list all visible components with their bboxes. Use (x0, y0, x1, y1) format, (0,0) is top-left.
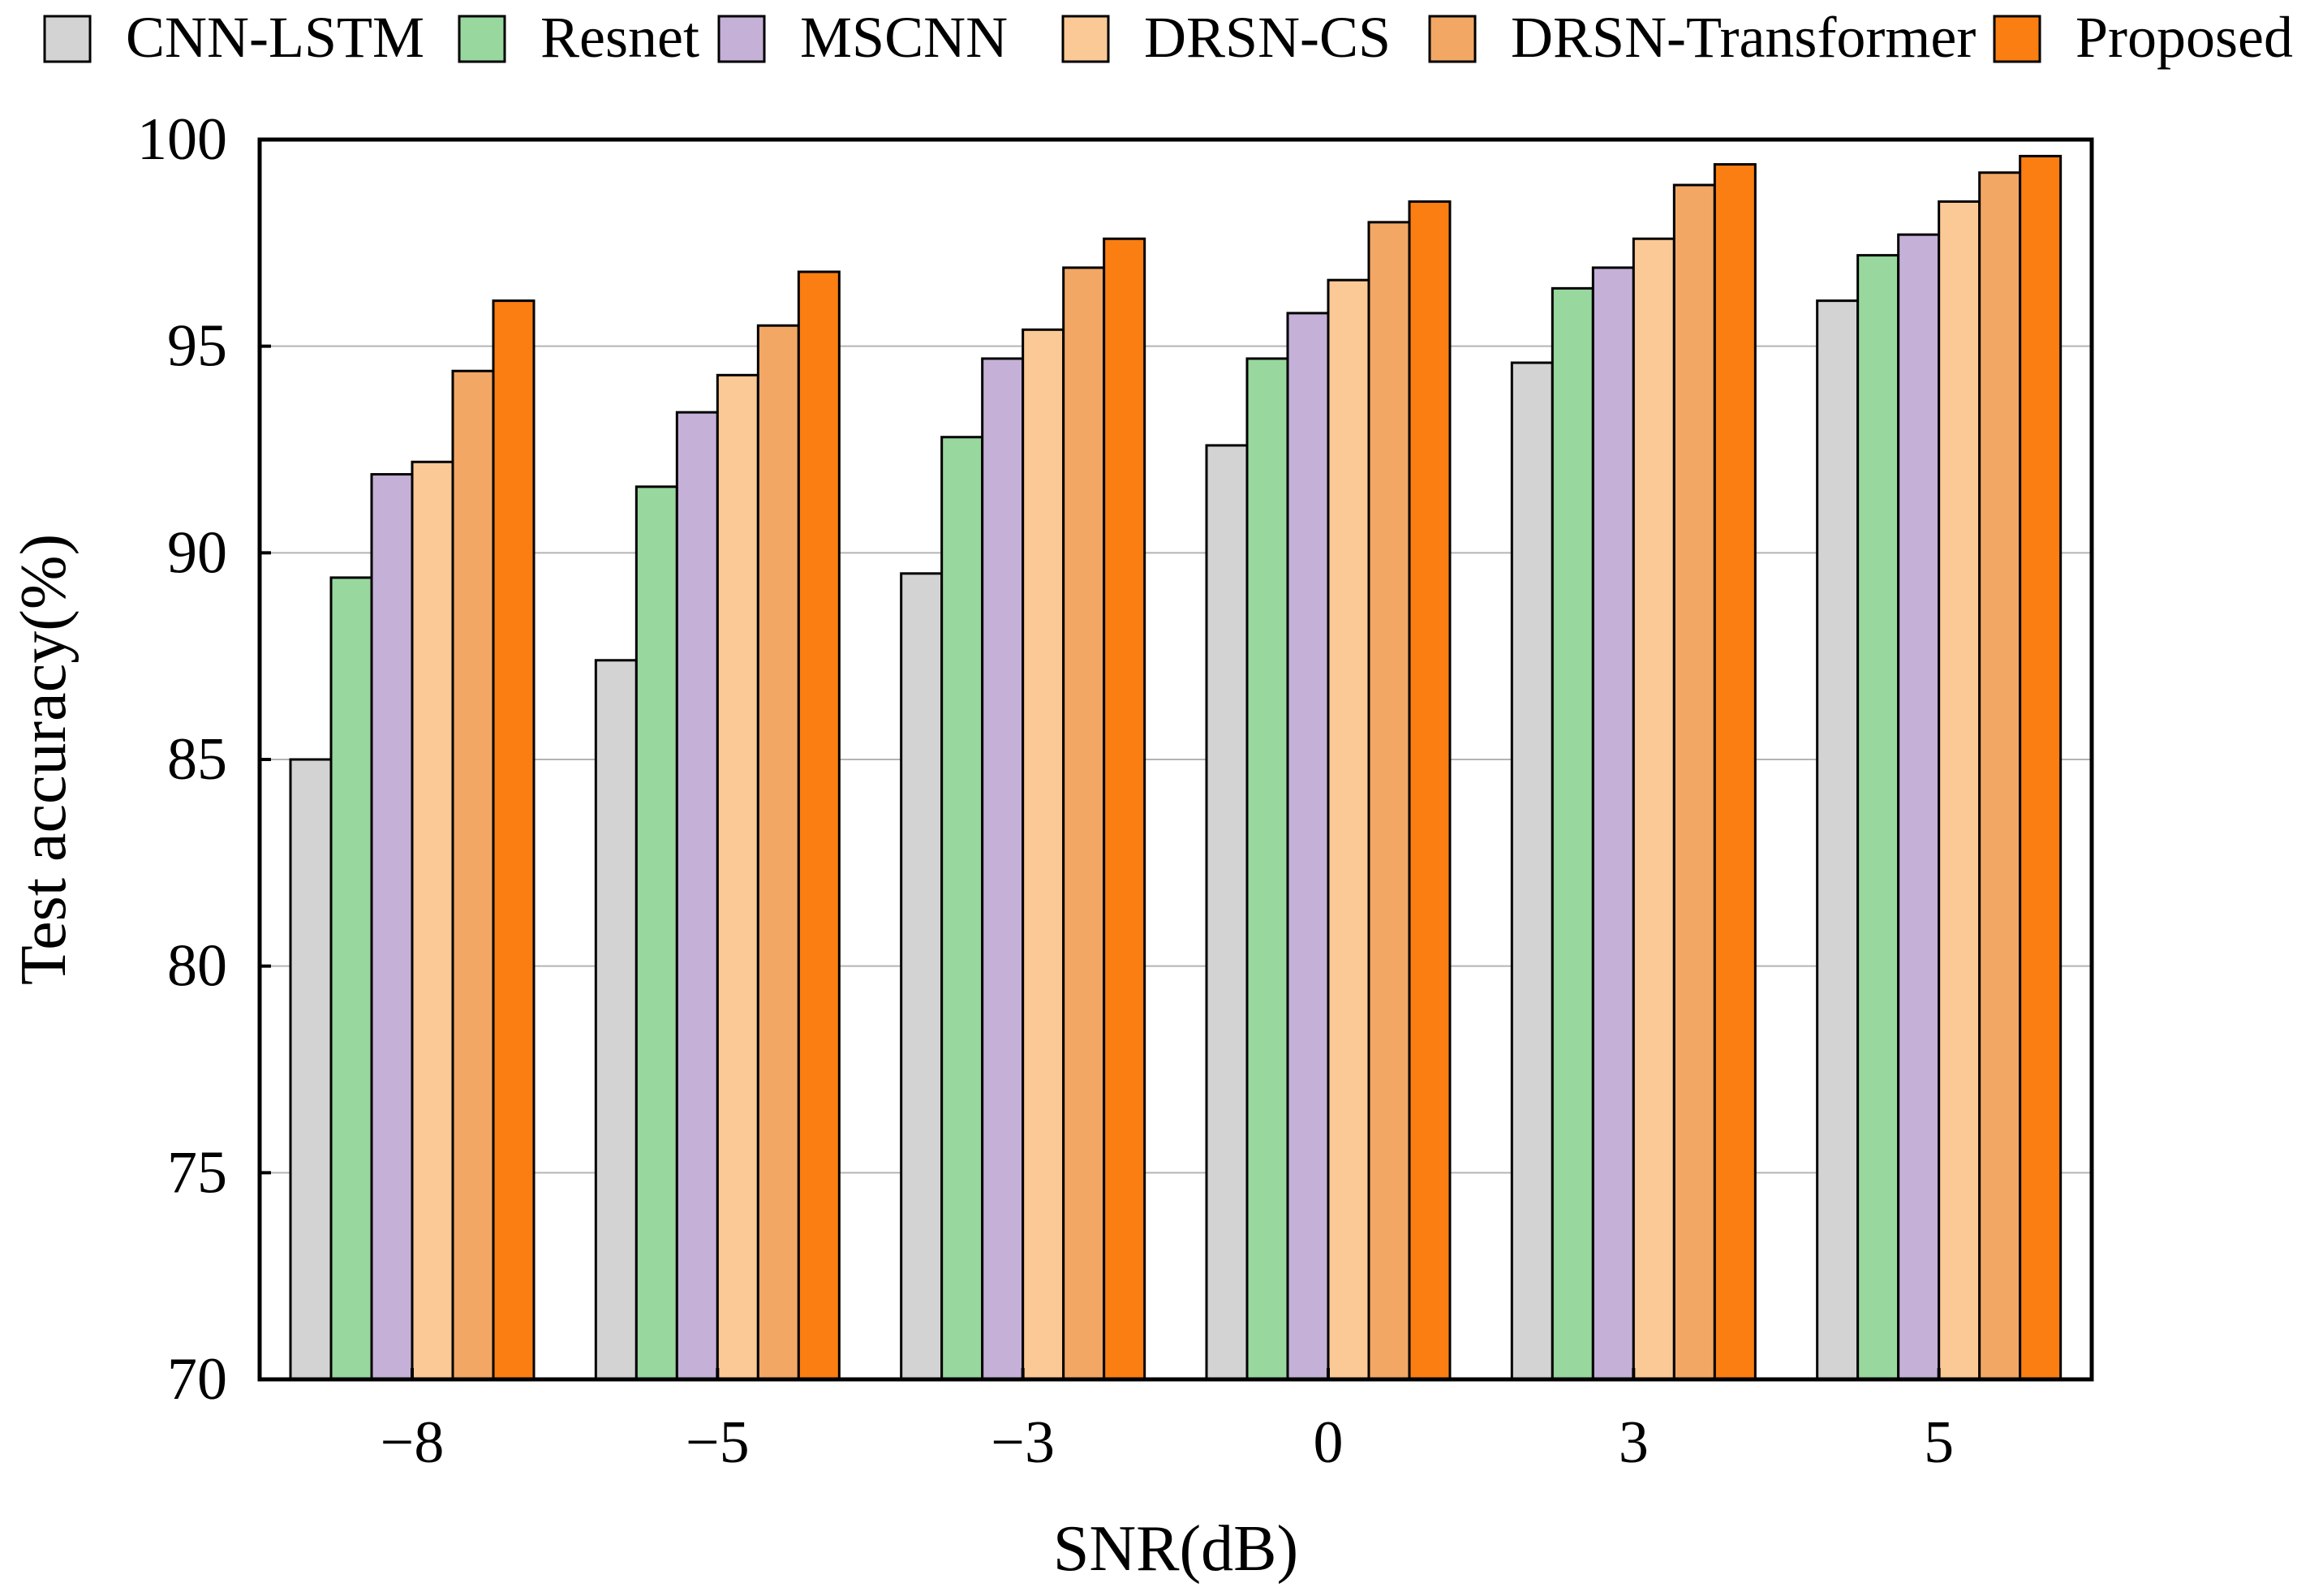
bar-mscnn (1591, 266, 1635, 1381)
y-axis-ticks: 70 75 80 85 90 95 100 (137, 106, 271, 1413)
bar-drsn-transformer (1062, 266, 1106, 1381)
bar-drsn-transformer (1978, 171, 2022, 1381)
legend-label: Proposed (2075, 5, 2293, 70)
bar-proposed (1408, 200, 1452, 1381)
x-tick-label: 0 (1314, 1409, 1344, 1476)
legend-item: CNN-LSTM (43, 5, 424, 70)
bar-drsn-transformer (756, 324, 800, 1381)
bar-cnn-lstm (1510, 361, 1554, 1381)
legend-label: MSCNN (800, 5, 1008, 70)
bar-drsn-cs (411, 460, 454, 1381)
legend-swatch (1993, 15, 2041, 63)
bar-resnet (1856, 254, 1900, 1381)
bar-proposed (492, 299, 536, 1381)
bar-drsn-transformer (1367, 221, 1411, 1381)
legend-item: DRSN-Transformer (1428, 5, 1976, 70)
bar-resnet (634, 485, 678, 1381)
legend-label: DRSN-CS (1144, 5, 1391, 70)
bar-drsn-cs (1022, 328, 1065, 1381)
bar-resnet (329, 576, 373, 1381)
legend-swatch (1061, 15, 1110, 63)
bar-resnet (1245, 357, 1289, 1381)
x-tick-label: 3 (1619, 1409, 1649, 1476)
x-tick-label: −3 (991, 1409, 1055, 1476)
bar-drsn-cs (716, 373, 759, 1381)
legend-swatch (458, 15, 506, 63)
bar-drsn-transformer (1672, 183, 1716, 1381)
bars (289, 154, 2063, 1381)
legend-swatch (717, 15, 766, 63)
bar-mscnn (370, 473, 414, 1381)
y-tick-label: 90 (167, 519, 227, 586)
bar-cnn-lstm (594, 659, 638, 1381)
bar-drsn-cs (1632, 237, 1675, 1381)
legend-item: MSCNN (717, 5, 1008, 70)
x-axis-ticks: −8 −5 −3 0 3 5 (381, 1368, 1954, 1476)
y-axis-title: Test accuracy(%) (8, 534, 80, 985)
bar-mscnn (1286, 312, 1330, 1381)
legend-item: DRSN-CS (1061, 5, 1391, 70)
x-tick-label: −5 (686, 1409, 750, 1476)
bar-mscnn (675, 411, 719, 1381)
x-axis-title: SNR(dB) (1053, 1513, 1298, 1585)
legend-label: Resnet (540, 5, 699, 70)
legend-swatch (43, 15, 92, 63)
y-tick-label: 100 (137, 106, 227, 173)
legend-label: CNN-LSTM (126, 5, 424, 70)
legend-item: Resnet (458, 5, 699, 70)
bar-cnn-lstm (289, 758, 333, 1381)
y-tick-label: 75 (167, 1139, 227, 1206)
y-tick-label: 85 (167, 726, 227, 793)
bar-proposed (2019, 154, 2063, 1381)
bar-mscnn (981, 357, 1025, 1381)
bar-mscnn (1897, 233, 1941, 1381)
bar-drsn-transformer (451, 369, 495, 1381)
gridlines (260, 345, 2092, 1174)
legend-swatch (1428, 15, 1477, 63)
bar-cnn-lstm (900, 572, 944, 1381)
legend: CNN-LSTM Resnet MSCNN DRSN-CS DRSN-Transform… (43, 5, 2293, 70)
legend-item: Proposed (1993, 5, 2293, 70)
x-tick-label: −8 (381, 1409, 445, 1476)
bar-proposed (1103, 237, 1146, 1381)
bar-proposed (797, 270, 841, 1381)
bar-drsn-cs (1938, 200, 1981, 1381)
x-tick-label: 5 (1924, 1409, 1954, 1476)
bar-resnet (1551, 286, 1594, 1381)
bar-cnn-lstm (1816, 299, 1860, 1381)
bar-drsn-cs (1327, 278, 1370, 1381)
y-tick-label: 80 (167, 933, 227, 1000)
bar-proposed (1713, 163, 1757, 1381)
legend-label: DRSN-Transformer (1511, 5, 1976, 70)
bar-cnn-lstm (1205, 444, 1249, 1381)
bar-resnet (940, 436, 984, 1381)
y-tick-label: 95 (167, 313, 227, 380)
y-tick-label: 70 (167, 1346, 227, 1413)
